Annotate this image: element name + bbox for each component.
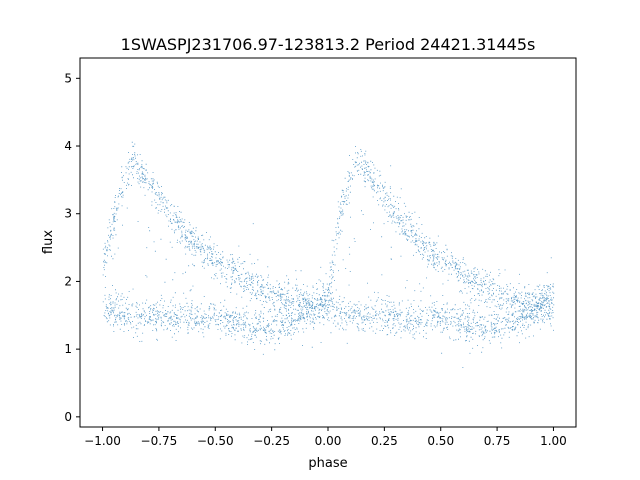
x-tick-label: 0.75 — [484, 434, 511, 448]
x-tick-label: 0.25 — [371, 434, 398, 448]
x-axis-label: phase — [308, 456, 347, 471]
y-tick-label: 2 — [64, 274, 72, 288]
x-tick-label: 0.50 — [427, 434, 454, 448]
y-tick-label: 0 — [64, 410, 72, 424]
y-tick-label: 5 — [64, 71, 72, 85]
x-tick-label: −1.00 — [84, 434, 121, 448]
chart-title: 1SWASPJ231706.97-123813.2 Period 24421.3… — [121, 35, 536, 54]
x-tick-label: −0.75 — [141, 434, 178, 448]
x-axis-ticks: −1.00 −0.75 −0.50 −0.25 0.00 0.25 0.50 0.75 1.00 — [84, 427, 567, 448]
x-tick-label: −0.50 — [197, 434, 234, 448]
y-axis-label: flux — [41, 230, 56, 254]
x-tick-label: 0.00 — [315, 434, 342, 448]
y-tick-label: 3 — [64, 207, 72, 221]
y-tick-label: 1 — [64, 342, 72, 356]
y-tick-label: 4 — [64, 139, 72, 153]
x-tick-label: −0.25 — [253, 434, 290, 448]
x-tick-label: 1.00 — [540, 434, 567, 448]
y-axis-ticks: 0 1 2 3 4 5 — [64, 71, 80, 424]
